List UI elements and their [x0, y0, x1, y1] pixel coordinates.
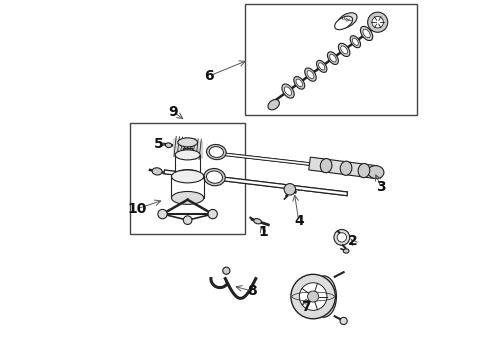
Ellipse shape	[327, 52, 339, 64]
Ellipse shape	[338, 13, 357, 28]
Ellipse shape	[175, 150, 200, 160]
Text: 1: 1	[258, 225, 268, 239]
Ellipse shape	[206, 144, 226, 159]
Text: 6: 6	[204, 69, 214, 83]
Ellipse shape	[363, 29, 370, 38]
Polygon shape	[309, 157, 377, 179]
Ellipse shape	[343, 249, 349, 253]
Ellipse shape	[209, 147, 223, 157]
Ellipse shape	[284, 87, 292, 95]
Circle shape	[368, 12, 388, 32]
Ellipse shape	[335, 16, 353, 30]
Text: 7: 7	[301, 300, 311, 314]
Circle shape	[291, 274, 335, 319]
Circle shape	[299, 283, 327, 310]
Ellipse shape	[350, 36, 361, 48]
Text: 10: 10	[128, 202, 147, 216]
Text: 4: 4	[294, 214, 304, 228]
Ellipse shape	[296, 79, 302, 87]
Ellipse shape	[320, 158, 332, 173]
Ellipse shape	[340, 161, 352, 175]
Ellipse shape	[339, 43, 350, 57]
Circle shape	[284, 184, 295, 195]
Text: 9: 9	[169, 105, 178, 119]
Text: 3: 3	[376, 180, 386, 194]
Ellipse shape	[172, 170, 204, 183]
Ellipse shape	[361, 26, 373, 41]
Bar	[130, 123, 245, 234]
Circle shape	[158, 210, 167, 219]
Circle shape	[340, 318, 347, 324]
Bar	[245, 4, 417, 116]
Ellipse shape	[330, 54, 336, 62]
Circle shape	[223, 267, 230, 274]
Circle shape	[308, 291, 319, 302]
Circle shape	[183, 216, 192, 225]
Ellipse shape	[152, 168, 162, 175]
Ellipse shape	[294, 77, 305, 89]
Ellipse shape	[268, 99, 279, 110]
Ellipse shape	[204, 168, 225, 186]
Circle shape	[334, 229, 350, 245]
Ellipse shape	[358, 163, 370, 177]
Ellipse shape	[206, 171, 222, 183]
Ellipse shape	[318, 63, 325, 70]
Circle shape	[337, 233, 346, 242]
Text: 8: 8	[247, 284, 257, 298]
Ellipse shape	[172, 192, 204, 204]
Ellipse shape	[317, 60, 327, 72]
Ellipse shape	[352, 38, 359, 45]
Text: 5: 5	[154, 137, 164, 151]
Ellipse shape	[178, 138, 197, 147]
Ellipse shape	[166, 143, 172, 148]
Ellipse shape	[254, 219, 262, 224]
Circle shape	[372, 17, 383, 28]
Circle shape	[208, 210, 218, 219]
Ellipse shape	[282, 84, 294, 98]
Ellipse shape	[368, 166, 384, 179]
Ellipse shape	[311, 276, 337, 317]
Ellipse shape	[307, 71, 314, 78]
Ellipse shape	[175, 170, 200, 180]
Text: 2: 2	[348, 234, 358, 248]
Ellipse shape	[305, 68, 316, 81]
Ellipse shape	[341, 46, 347, 54]
